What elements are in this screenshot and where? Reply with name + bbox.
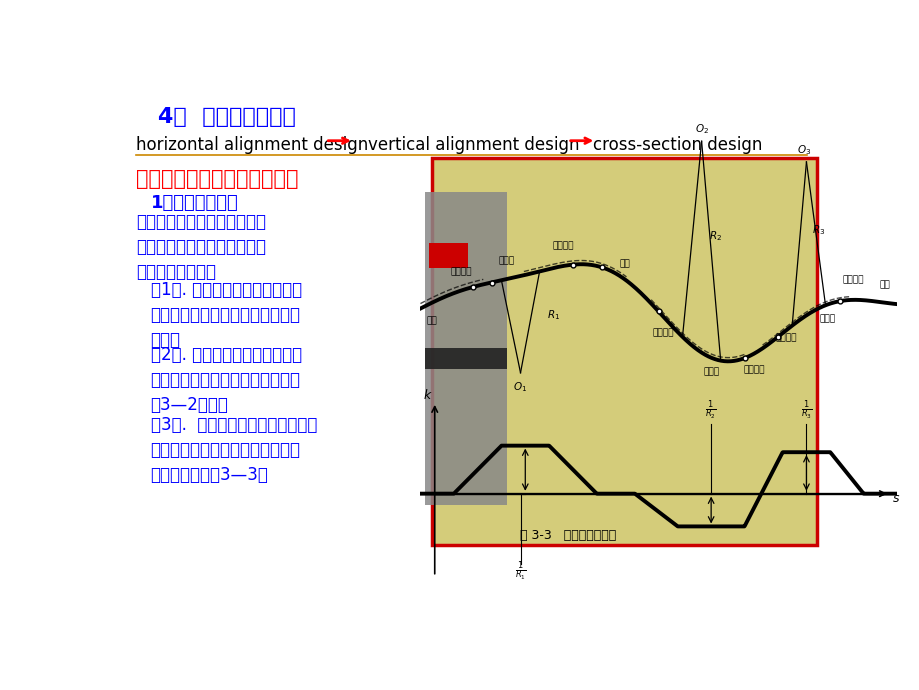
Text: k: k <box>424 389 431 402</box>
Text: 二．平面线形设计的基本要求: 二．平面线形设计的基本要求 <box>136 170 299 190</box>
Text: 的，即在任何一点上不出现错头和: 的，即在任何一点上不出现错头和 <box>151 306 301 324</box>
Text: $\frac{1}{R_1}$: $\frac{1}{R_1}$ <box>514 560 526 583</box>
Text: 质上有以下特征：: 质上有以下特征： <box>136 263 216 281</box>
Text: 驶中的汽车，其轨迹在几何性: 驶中的汽车，其轨迹在几何性 <box>136 238 267 256</box>
Bar <box>425 192 506 505</box>
Text: 圆曲线: 圆曲线 <box>702 367 719 376</box>
Text: 经过大量的观测研究表明，行: 经过大量的观测研究表明，行 <box>136 213 267 231</box>
Text: 破折。: 破折。 <box>151 331 180 349</box>
Text: 缓和曲线: 缓和曲线 <box>743 366 764 375</box>
Text: s: s <box>892 493 899 505</box>
Text: $\frac{1}{R_2}$: $\frac{1}{R_2}$ <box>705 398 716 422</box>
Text: $R_1$: $R_1$ <box>546 308 560 322</box>
Text: $O_3$: $O_3$ <box>796 143 811 157</box>
Text: 缓和曲线: 缓和曲线 <box>652 328 674 337</box>
Text: cross-section design: cross-section design <box>592 137 761 155</box>
Text: 4．  路线设计的顺序: 4． 路线设计的顺序 <box>158 108 295 128</box>
Text: 缓和曲线: 缓和曲线 <box>841 276 863 285</box>
Text: 缓和曲线: 缓和曲线 <box>449 267 471 276</box>
Text: 直线: 直线 <box>426 317 437 326</box>
Bar <box>432 158 816 545</box>
Text: 缓和曲线: 缓和曲线 <box>775 334 796 343</box>
Text: （2）. 其曲率是连续的，即轨迹: （2）. 其曲率是连续的，即轨迹 <box>151 346 301 364</box>
Text: $O_1$: $O_1$ <box>513 380 527 394</box>
Text: 圆曲线: 圆曲线 <box>819 315 835 324</box>
Text: $R_3$: $R_3$ <box>811 224 824 237</box>
Text: vertical alignment design: vertical alignment design <box>368 137 579 155</box>
Text: 缓和曲线: 缓和曲线 <box>552 241 573 250</box>
Text: $R_2$: $R_2$ <box>708 229 721 243</box>
Text: 上任一点不出现两个曲率的值。如: 上任一点不出现两个曲率的值。如 <box>151 371 301 389</box>
Text: 图 3-3   曲率连续的路线: 图 3-3 曲率连续的路线 <box>519 529 615 542</box>
Text: 化率的值。如图3—3。: 化率的值。如图3—3。 <box>151 466 268 484</box>
Text: 圆曲线: 圆曲线 <box>497 257 514 266</box>
Text: （3）.  其曲率的变化率是连续的，: （3）. 其曲率的变化率是连续的， <box>151 417 317 435</box>
Text: （1）. 这个轨迹是连续的和圆滑: （1）. 这个轨迹是连续的和圆滑 <box>151 281 301 299</box>
Text: 直线: 直线 <box>879 281 889 290</box>
Bar <box>425 348 506 368</box>
Text: 即轨迹上任一点不出现两个曲率变: 即轨迹上任一点不出现两个曲率变 <box>151 442 301 460</box>
Text: 图3—2所示，: 图3—2所示， <box>151 396 228 414</box>
Text: $O_2$: $O_2$ <box>694 123 708 137</box>
Text: 1．汽车行驶轨迹: 1．汽车行驶轨迹 <box>151 195 238 213</box>
Bar <box>428 243 468 268</box>
Text: $\frac{1}{R_3}$: $\frac{1}{R_3}$ <box>800 398 811 422</box>
Text: horizontal alignment design: horizontal alignment design <box>136 137 369 155</box>
Text: 直线: 直线 <box>619 259 630 268</box>
